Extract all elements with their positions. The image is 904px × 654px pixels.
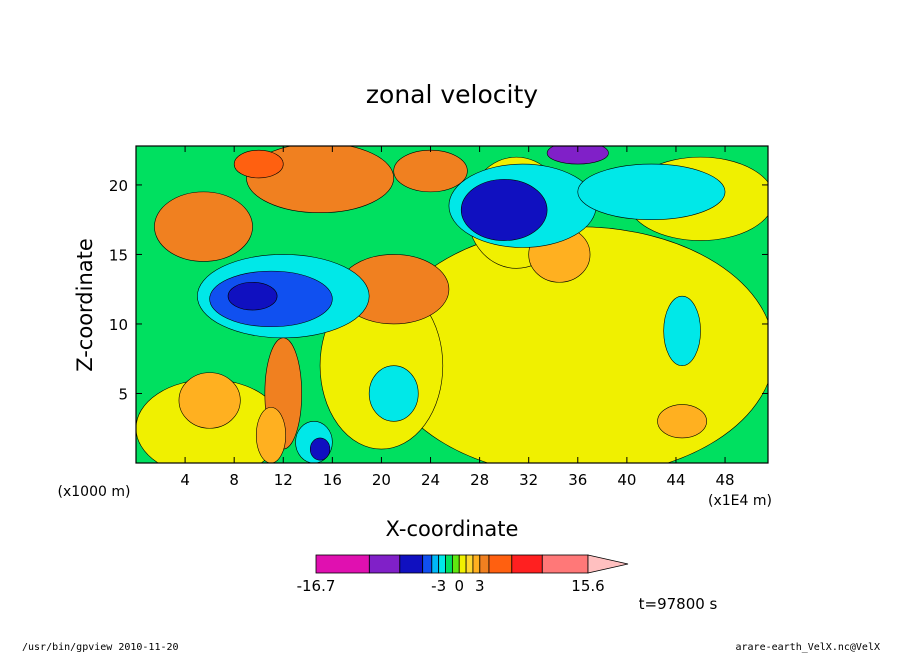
x-tick-label: 20 bbox=[372, 471, 391, 489]
footer-left: /usr/bin/gpview 2010-11-20 bbox=[22, 642, 179, 653]
colorbar-bin bbox=[368, 554, 401, 574]
field-region-cyan bbox=[368, 365, 419, 422]
field-region-orange bbox=[154, 191, 253, 262]
field-region-cyan bbox=[577, 163, 726, 220]
field-region-light-orange bbox=[255, 407, 287, 463]
field-region-light-orange bbox=[657, 404, 707, 439]
x-axis-label: X-coordinate bbox=[386, 517, 519, 541]
field-region-dark-orange bbox=[233, 149, 284, 179]
colorbar bbox=[315, 554, 629, 574]
colorbar-bin bbox=[472, 554, 481, 574]
y-tick-label: 10 bbox=[109, 316, 128, 334]
colorbar-tick-label: -16.7 bbox=[297, 577, 336, 595]
x-tick-label: 36 bbox=[568, 471, 587, 489]
colorbar-bin bbox=[458, 554, 467, 574]
colorbar-bin bbox=[541, 554, 589, 574]
colorbar-bin bbox=[399, 554, 424, 574]
y-axis-unit: (x1000 m) bbox=[58, 484, 131, 500]
x-tick-label: 4 bbox=[180, 471, 190, 489]
x-axis-unit: (x1E4 m) bbox=[708, 493, 772, 509]
colorbar-bin bbox=[422, 554, 433, 574]
field-region-purple bbox=[546, 146, 609, 165]
colorbar-bin bbox=[445, 554, 453, 574]
x-axis: 4 8 12 16 20 24 28 32 36 40 44 48 bbox=[180, 146, 735, 489]
plot-frame bbox=[135, 145, 769, 464]
colorbar-bin bbox=[465, 554, 474, 574]
field-region-dark-blue bbox=[309, 437, 331, 461]
field-region-light-orange bbox=[178, 372, 241, 429]
time-label: t=97800 s bbox=[639, 595, 718, 613]
x-tick-label: 48 bbox=[716, 471, 735, 489]
colorbar-labels: -16.7 -3 0 3 15.6 bbox=[297, 577, 605, 595]
x-tick-label: 8 bbox=[229, 471, 239, 489]
colorbar-bin bbox=[438, 554, 446, 574]
footer-right: arare-earth_VelX.nc@VelX bbox=[736, 642, 881, 653]
y-tick-label: 5 bbox=[118, 385, 128, 403]
x-tick-label: 32 bbox=[519, 471, 538, 489]
colorbar-bin bbox=[315, 554, 370, 574]
x-tick-label: 12 bbox=[274, 471, 293, 489]
y-tick-label: 20 bbox=[109, 177, 128, 195]
x-tick-label: 28 bbox=[470, 471, 489, 489]
colorbar-tick-label: -3 bbox=[431, 577, 446, 595]
field-region-orange bbox=[393, 149, 468, 193]
y-axis-label: Z-coordinate bbox=[73, 238, 97, 372]
chart-title: zonal velocity bbox=[366, 80, 538, 109]
y-tick-label: 15 bbox=[109, 246, 128, 264]
field-region-cyan bbox=[663, 295, 701, 366]
colorbar-bin bbox=[431, 554, 440, 574]
x-tick-label: 16 bbox=[323, 471, 342, 489]
colorbar-max-arrow bbox=[587, 554, 629, 574]
field-region-dark-blue bbox=[227, 281, 278, 311]
x-tick-label: 40 bbox=[617, 471, 636, 489]
colorbar-bin bbox=[479, 554, 490, 574]
colorbar-bin bbox=[451, 554, 460, 574]
colorbar-tick-label: 3 bbox=[475, 577, 485, 595]
colorbar-bin bbox=[511, 554, 543, 574]
colorbar-bin bbox=[488, 554, 513, 574]
x-tick-label: 24 bbox=[421, 471, 440, 489]
x-tick-label: 44 bbox=[666, 471, 685, 489]
colorbar-tick-label: 0 bbox=[454, 577, 464, 595]
heatmap-field bbox=[136, 146, 768, 463]
colorbar-tick-label: 15.6 bbox=[571, 577, 604, 595]
y-axis: 5 10 15 20 bbox=[109, 177, 768, 403]
field-region-dark-blue bbox=[460, 179, 548, 241]
